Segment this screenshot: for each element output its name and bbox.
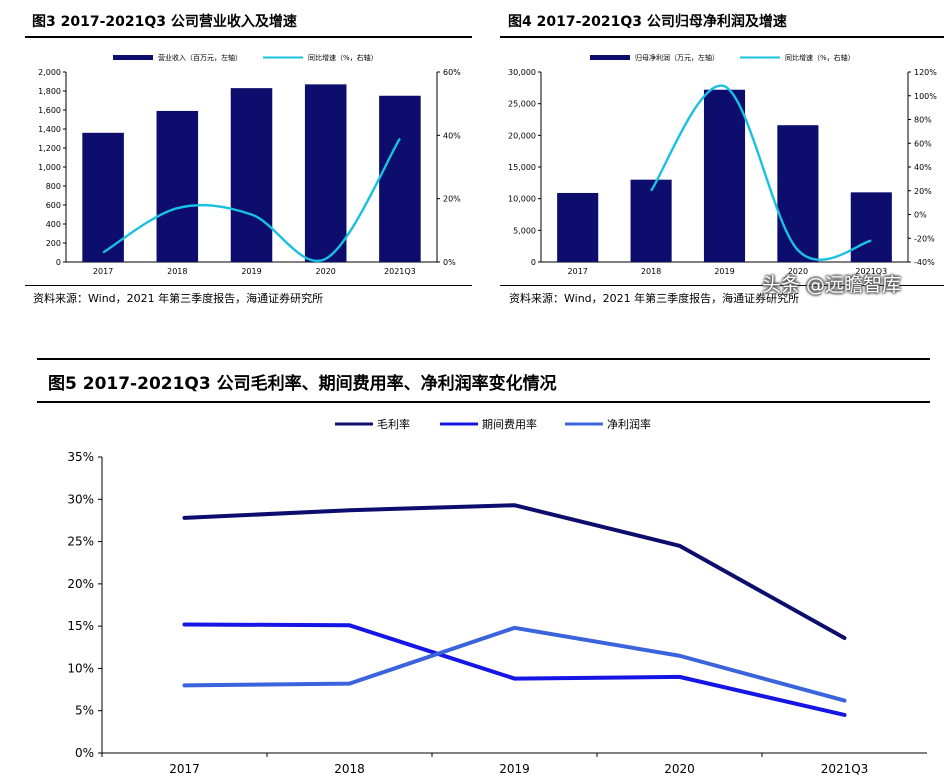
- x-tick-label: 2019: [241, 267, 261, 276]
- growth-line: [650, 84, 872, 261]
- y-left-tick-label: 10,000: [508, 195, 536, 204]
- y-tick-label: 35%: [67, 450, 94, 464]
- x-tick-label: 2017: [93, 267, 113, 276]
- y-tick-label: 30%: [67, 492, 94, 506]
- fig3-title: 图3 2017-2021Q3 公司营业收入及增速: [32, 14, 297, 30]
- x-tick-label: 2021Q3: [855, 267, 887, 276]
- y-right-tick-label: 60%: [914, 139, 932, 148]
- y-left-tick-label: 15,000: [508, 163, 536, 172]
- y-left-tick-label: 1,400: [38, 125, 61, 134]
- y-right-tick-label: 20%: [914, 187, 932, 196]
- y-left-tick-label: 600: [46, 201, 61, 210]
- legend-label-bar: 营业收入（百万元，左轴）: [158, 53, 242, 62]
- y-right-tick-label: 0%: [443, 258, 456, 267]
- fig4-chart: 归母净利润（万元，左轴） 同比增速（%，右轴） 0 5,000 10,000 15,000…: [508, 53, 937, 276]
- bar: [777, 125, 819, 262]
- watermark: 头条 @远瞻智库: [762, 274, 902, 296]
- series-line: [182, 503, 847, 640]
- bar: [156, 110, 199, 262]
- legend-label-line: 同比增速（%，右轴）: [785, 53, 855, 62]
- legend-label: 期间费用率: [482, 417, 537, 431]
- y-left-tick-label: 1,600: [38, 106, 61, 115]
- bar: [630, 179, 672, 262]
- y-left-tick-label: 200: [46, 239, 61, 248]
- x-tick-label: 2018: [641, 267, 661, 276]
- y-tick-label: 20%: [67, 577, 94, 591]
- y-left-tick-label: 1,000: [38, 163, 61, 172]
- bar: [379, 95, 421, 262]
- y-left-tick-label: 0: [531, 258, 536, 267]
- fig4-bottom-rule: [500, 285, 944, 286]
- fig4-title: 图4 2017-2021Q3 公司归母净利润及增速: [508, 14, 787, 30]
- fig3-source: 资料来源：Wind，2021 年第三季度报告，海通证券研究所: [33, 292, 324, 305]
- bar: [82, 132, 124, 262]
- bar: [230, 88, 273, 263]
- x-tick-label: 2019: [714, 267, 734, 276]
- y-tick-label: 15%: [67, 619, 94, 633]
- x-tick-label: 2018: [334, 762, 365, 776]
- x-tick-label: 2017: [169, 762, 200, 776]
- fig4-source: 资料来源：Wind，2021 年第三季度报告，海通证券研究所: [509, 292, 800, 305]
- series-line: [182, 622, 847, 717]
- fig5-title-rule: [37, 401, 930, 403]
- bar: [850, 192, 892, 262]
- y-right-tick-label: 120%: [914, 68, 937, 77]
- y-left-tick-label: 0: [56, 258, 61, 267]
- y-right-tick-label: -20%: [914, 234, 935, 243]
- legend-label: 毛利率: [377, 417, 410, 431]
- x-tick-label: 2021Q3: [821, 762, 869, 776]
- bar: [304, 84, 347, 262]
- y-left-tick-label: 25,000: [508, 100, 536, 109]
- y-right-tick-label: 40%: [443, 131, 461, 140]
- y-right-tick-label: 40%: [914, 163, 932, 172]
- y-right-tick-label: 20%: [443, 195, 461, 204]
- fig5-title: 图5 2017-2021Q3 公司毛利率、期间费用率、净利润率变化情况: [48, 374, 557, 394]
- y-tick-label: 25%: [67, 535, 94, 549]
- y-right-tick-label: 0%: [914, 211, 927, 220]
- bar: [557, 192, 599, 262]
- y-left-tick-label: 400: [46, 220, 61, 229]
- legend-label-bar: 归母净利润（万元，左轴）: [635, 53, 719, 62]
- fig4-title-rule: [500, 36, 944, 38]
- x-tick-label: 2019: [499, 762, 530, 776]
- fig5-chart: 毛利率 期间费用率 净利润率 0% 5% 10% 15% 20% 25% 30% 35% 2017 20…: [67, 417, 927, 776]
- fig5-top-rule: [37, 358, 930, 360]
- x-tick-label: 2018: [167, 267, 187, 276]
- legend-label: 净利润率: [607, 417, 651, 431]
- y-left-tick-label: 1,800: [38, 87, 61, 96]
- y-left-tick-label: 20,000: [508, 131, 536, 140]
- y-right-tick-label: 80%: [914, 116, 932, 125]
- legend-swatch-bar: [113, 55, 153, 60]
- series-line: [182, 625, 847, 703]
- y-left-tick-label: 2,000: [38, 68, 61, 77]
- y-left-tick-label: 1,200: [38, 144, 61, 153]
- x-tick-label: 2020: [664, 762, 695, 776]
- x-tick-label: 2020: [316, 267, 336, 276]
- y-right-tick-label: -40%: [914, 258, 935, 267]
- y-left-tick-label: 30,000: [508, 68, 536, 77]
- fig3-bottom-rule: [25, 285, 472, 286]
- x-tick-label: 2021Q3: [384, 267, 416, 276]
- y-right-tick-label: 100%: [914, 92, 937, 101]
- y-left-tick-label: 800: [46, 182, 61, 191]
- y-tick-label: 10%: [67, 661, 94, 675]
- y-tick-label: 0%: [75, 746, 94, 760]
- bar: [703, 89, 746, 262]
- x-tick-label: 2020: [788, 267, 808, 276]
- legend-swatch-bar: [590, 55, 630, 60]
- growth-line: [102, 137, 401, 263]
- x-tick-label: 2017: [568, 267, 588, 276]
- y-right-tick-label: 60%: [443, 68, 461, 77]
- fig3-title-rule: [25, 36, 472, 38]
- y-left-tick-label: 5,000: [513, 226, 536, 235]
- fig3-chart: 营业收入（百万元，左轴） 同比增速（%，右轴） 0 200 400 600 800 1,000…: [38, 53, 461, 276]
- legend-label-line: 同比增速（%，右轴）: [308, 53, 378, 62]
- y-tick-label: 5%: [75, 704, 94, 718]
